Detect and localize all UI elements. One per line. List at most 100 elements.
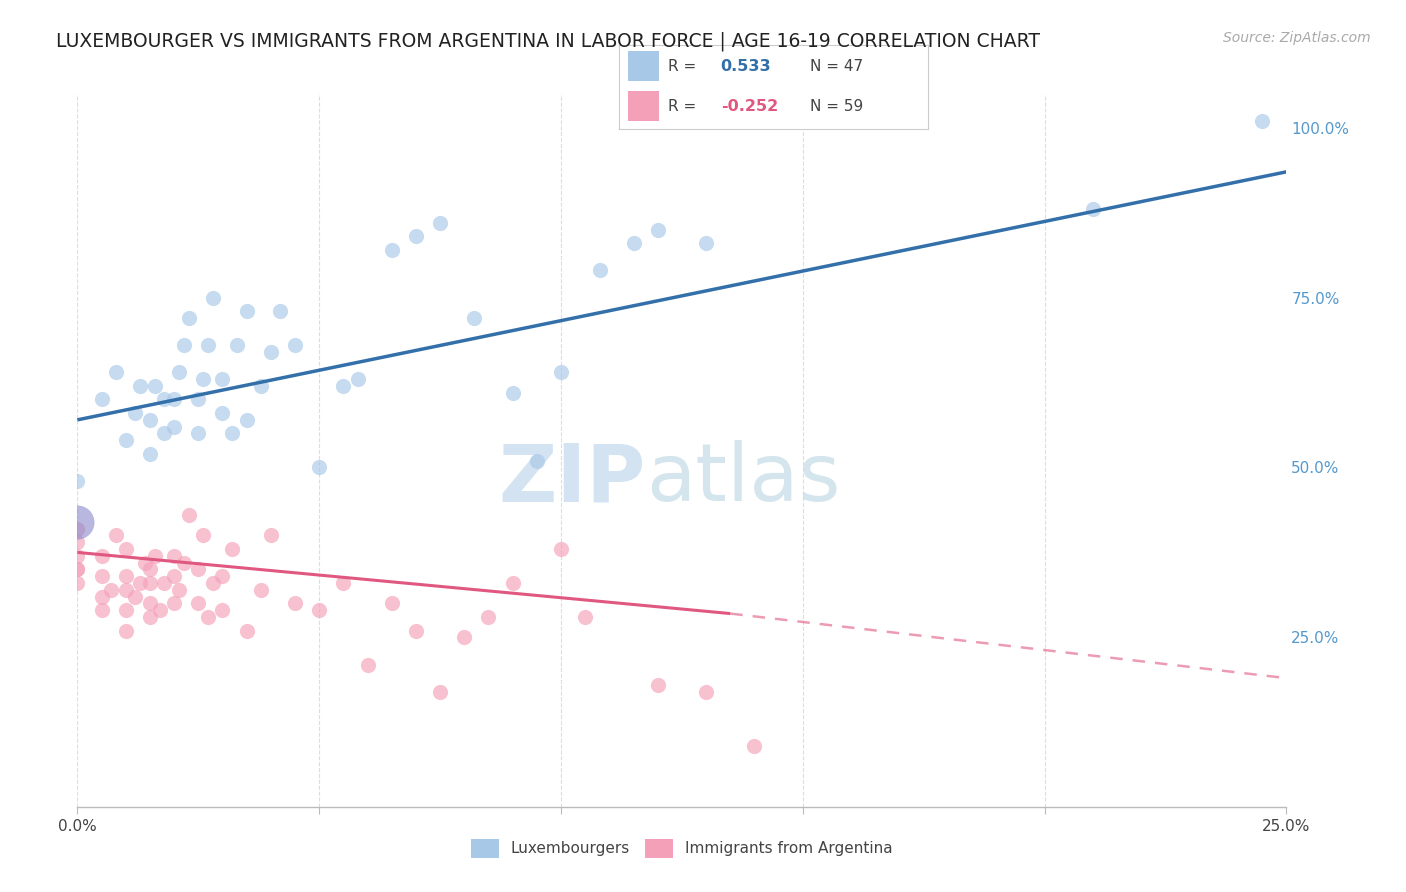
Point (211, 406, 233, 420)
Point (139, 413, 162, 427)
Point (66, 515, 89, 529)
Point (177, 508, 200, 522)
Point (187, 562, 209, 576)
Point (167, 582, 190, 597)
Point (134, 556, 156, 570)
Point (429, 684, 451, 698)
Text: Source: ZipAtlas.com: Source: ZipAtlas.com (1223, 31, 1371, 45)
Text: R =: R = (668, 59, 696, 74)
Text: N = 47: N = 47 (810, 59, 863, 74)
Point (647, 678, 669, 692)
Point (163, 392, 186, 407)
Point (381, 596, 404, 610)
Text: -0.252: -0.252 (721, 99, 778, 114)
Point (260, 528, 283, 542)
Point (163, 596, 186, 610)
Point (66, 535, 89, 549)
Point (124, 590, 146, 604)
Point (744, 739, 766, 753)
Point (124, 406, 146, 420)
Point (153, 392, 176, 407)
Point (429, 216, 451, 230)
Point (1251, 113, 1274, 128)
Text: LUXEMBOURGER VS IMMIGRANTS FROM ARGENTINA IN LABOR FORCE | AGE 16-19 CORRELATION: LUXEMBOURGER VS IMMIGRANTS FROM ARGENTIN… (56, 31, 1040, 51)
Point (201, 576, 224, 591)
Text: atlas: atlas (645, 440, 839, 518)
Point (105, 528, 128, 542)
Point (163, 419, 186, 434)
Point (250, 582, 273, 597)
Point (332, 576, 354, 591)
Point (114, 569, 136, 583)
Point (695, 684, 717, 698)
Point (502, 385, 524, 400)
Point (163, 569, 186, 583)
Point (211, 569, 233, 583)
Point (550, 541, 572, 556)
Point (260, 345, 283, 359)
Point (250, 379, 273, 393)
Point (356, 657, 378, 672)
Point (332, 379, 354, 393)
Point (153, 426, 176, 441)
Point (66, 474, 89, 488)
Point (201, 291, 224, 305)
Point (90, 549, 112, 563)
Text: ZIP: ZIP (498, 440, 645, 518)
Point (197, 610, 219, 624)
Point (66, 576, 89, 591)
Point (269, 304, 291, 318)
Point (235, 304, 257, 318)
Point (143, 379, 166, 393)
Point (167, 365, 190, 379)
Text: R =: R = (668, 99, 696, 114)
Point (163, 549, 186, 563)
Point (90, 569, 112, 583)
Point (139, 596, 162, 610)
Text: N = 59: N = 59 (810, 99, 863, 114)
Point (187, 596, 209, 610)
Point (211, 372, 233, 386)
Point (463, 310, 485, 325)
Point (477, 610, 499, 624)
Point (221, 541, 243, 556)
Point (695, 236, 717, 251)
Point (153, 576, 176, 591)
Point (308, 603, 330, 617)
Point (66, 562, 89, 576)
Point (66, 522, 89, 536)
Point (191, 372, 214, 386)
Point (453, 631, 475, 645)
Point (90, 603, 112, 617)
Point (114, 603, 136, 617)
Point (211, 603, 233, 617)
Point (129, 379, 152, 393)
Point (284, 338, 307, 352)
Point (114, 434, 136, 448)
Point (381, 243, 404, 257)
Point (114, 541, 136, 556)
Point (308, 460, 330, 475)
Point (139, 562, 162, 576)
Point (589, 263, 612, 277)
Point (139, 447, 162, 461)
Point (197, 338, 219, 352)
Point (1081, 202, 1104, 217)
Point (105, 365, 128, 379)
Point (177, 310, 200, 325)
Point (191, 528, 214, 542)
Point (405, 624, 427, 638)
Point (647, 222, 669, 236)
Point (90, 590, 112, 604)
Point (173, 556, 195, 570)
Point (129, 576, 152, 591)
Point (623, 236, 645, 251)
Point (347, 372, 370, 386)
Point (226, 338, 249, 352)
Point (66, 549, 89, 563)
Text: 0.533: 0.533 (721, 59, 772, 74)
Point (235, 624, 257, 638)
FancyBboxPatch shape (628, 52, 659, 81)
Point (574, 610, 596, 624)
Point (148, 603, 170, 617)
